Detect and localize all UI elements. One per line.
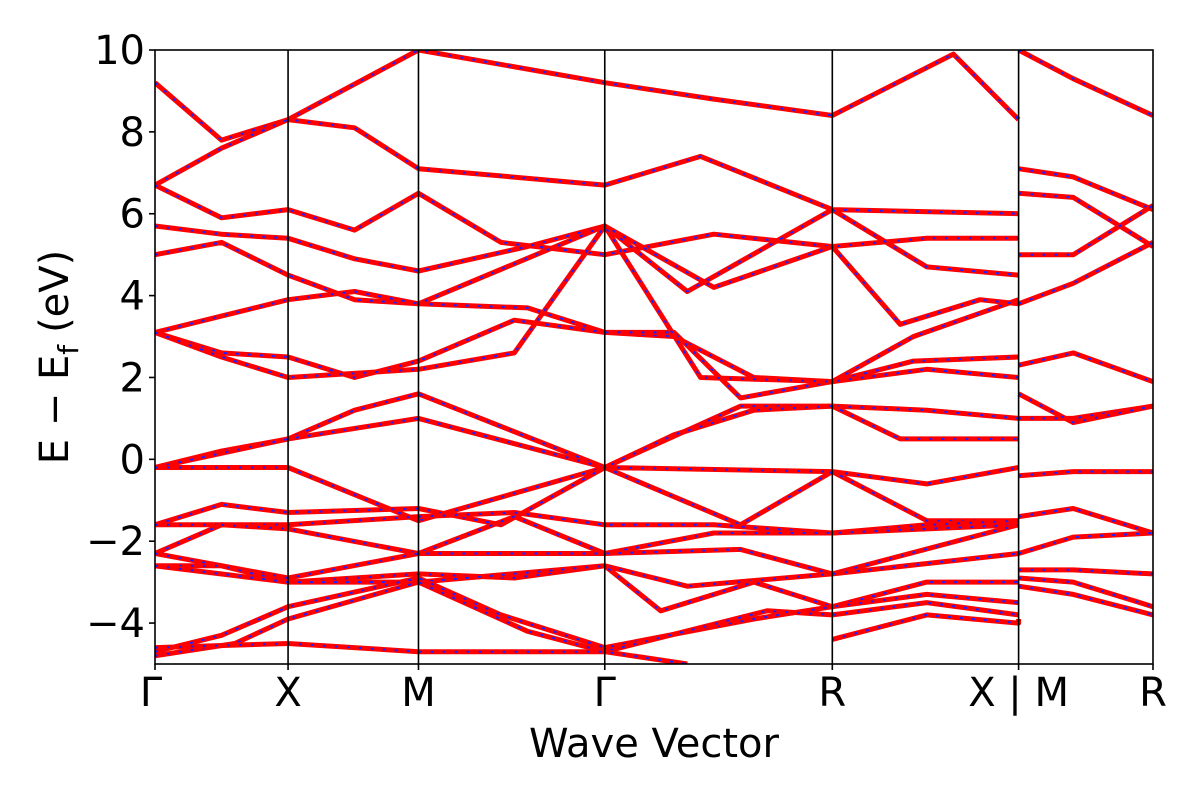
band-line-overlay-15 [155, 552, 1019, 588]
band-line-8 [155, 391, 1019, 470]
band-line-overlay-6 [155, 319, 1019, 399]
band-line-overlay-18 [155, 581, 1019, 657]
band-line-16 [155, 563, 1019, 614]
band-line-13 [155, 514, 1019, 556]
band-line-21 [1018, 166, 1153, 212]
band-line-22 [1018, 190, 1153, 249]
x-axis: Γ X M Γ R X | M R [140, 664, 1167, 716]
x-tick-label-6: R [1139, 670, 1167, 716]
band-line-24 [1017, 240, 1153, 307]
y-tick-label-7: −4 [86, 601, 145, 647]
y-tick-label-4: 2 [120, 355, 145, 401]
band-line-32 [1018, 575, 1153, 610]
x-tick-label-5: X | M [968, 670, 1069, 716]
band-line-overlay-9 [155, 405, 1019, 469]
x-tick-label-1: X [274, 670, 301, 716]
high-symmetry-dividers [287, 50, 1020, 664]
band-line-overlay-1 [155, 118, 1019, 215]
band-line-overlay-8 [155, 392, 1019, 469]
y-axis-title-main: E − E [32, 355, 78, 465]
band-line-overlay-11 [155, 466, 1019, 526]
x-tick-label-3: Γ [594, 670, 617, 716]
y-tick-label-0: 10 [94, 28, 145, 74]
plot-frame [154, 49, 1154, 665]
band-line-overlay-34 [1018, 50, 1153, 117]
y-tick-label-5: 0 [120, 437, 145, 483]
band-line-31 [1018, 567, 1153, 577]
band-line-28 [1018, 469, 1153, 479]
y-axis-title: E − Ef (eV) [32, 250, 85, 465]
band-lines [155, 50, 1153, 664]
band-line-overlay-7 [155, 224, 1019, 383]
x-axis-title: Wave Vector [529, 721, 780, 767]
band-line-overlay-32 [1018, 577, 1153, 608]
band-line-17 [155, 575, 1019, 655]
band-line-23 [1018, 203, 1153, 258]
band-line-0 [155, 50, 1021, 143]
band-line-30 [1017, 530, 1153, 556]
band-line-1 [155, 117, 1019, 217]
y-tick-label-2: 6 [120, 192, 145, 238]
band-line-29 [1018, 506, 1153, 536]
band-line-overlay-30 [1018, 532, 1153, 555]
y-axis-title-unit: (eV) [32, 250, 78, 333]
band-line-overlay-3 [155, 208, 1019, 293]
x-tick-label-0: Γ [140, 670, 163, 716]
band-line-overlay-33 [1018, 585, 1153, 616]
band-line-6 [155, 317, 1019, 401]
band-line-overlay-0 [155, 50, 1020, 142]
band-line-overlay-2 [155, 184, 1019, 256]
band-line-overlay-16 [155, 564, 1019, 612]
band-line-20 [831, 612, 1022, 642]
band-line-25 [1018, 350, 1153, 384]
y-tick-label-3: 4 [120, 274, 145, 320]
band-line-34 [1017, 50, 1153, 118]
band-line-overlay-5 [155, 224, 1019, 334]
y-tick-label-6: −2 [86, 519, 145, 565]
band-line-11 [155, 465, 1019, 528]
y-tick-label-1: 8 [120, 110, 145, 156]
y-axis-title-subscript: f [52, 344, 85, 355]
band-line-overlay-29 [1018, 507, 1153, 534]
y-axis: 10 8 6 4 2 0 −2 −4 [86, 28, 155, 647]
band-line-overlay-27 [1018, 392, 1153, 424]
x-tick-label-2: M [401, 670, 436, 716]
x-tick-label-4: R [818, 670, 846, 716]
band-line-overlay-4 [155, 241, 1019, 383]
